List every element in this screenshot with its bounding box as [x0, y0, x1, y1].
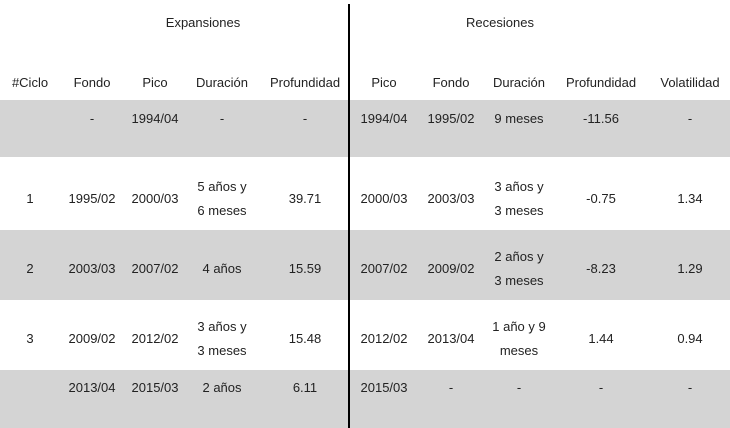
cell: 2003/03	[427, 191, 475, 206]
cell: 2003/03	[68, 261, 116, 276]
cell: 9 meses	[494, 111, 544, 126]
cell: 2012/02	[131, 331, 179, 346]
cell: 2 años	[202, 380, 242, 395]
cell: -	[516, 380, 522, 395]
column-header: Fondo	[432, 75, 470, 90]
cell: 2000/03	[131, 191, 179, 206]
cell-line: 6 meses	[197, 203, 247, 218]
cell: -	[219, 111, 225, 126]
cell: 15.48	[288, 331, 322, 346]
cell: 2007/02	[360, 261, 408, 276]
column-header: Fondo	[73, 75, 111, 90]
row-band	[0, 370, 730, 428]
column-header: Duración	[492, 75, 546, 90]
cell-line: meses	[499, 343, 539, 358]
cell: -	[687, 111, 693, 126]
cell: 2	[26, 261, 34, 276]
cell: 2007/02	[131, 261, 179, 276]
cell: -8.23	[586, 261, 616, 276]
cell-line: 3 años y	[494, 179, 544, 194]
cell: 1994/04	[131, 111, 179, 126]
cell: 2015/03	[131, 380, 179, 395]
cell-line: 3 años y	[197, 319, 247, 334]
group-divider	[348, 4, 350, 428]
cell: 3	[26, 331, 34, 346]
cell: -	[89, 111, 95, 126]
cell: 1995/02	[427, 111, 475, 126]
column-header: Profundidad	[565, 75, 637, 90]
cell-line: 5 años y	[197, 179, 247, 194]
cell: -0.75	[586, 191, 616, 206]
cell: 15.59	[288, 261, 322, 276]
column-header: Pico	[371, 75, 397, 90]
cell: -	[302, 111, 308, 126]
cell-line: 1 año y 9	[492, 319, 546, 334]
cell: 1.44	[588, 331, 614, 346]
cell: 1994/04	[360, 111, 408, 126]
cell-line: 3 meses	[494, 203, 544, 218]
cell: -11.56	[583, 111, 619, 126]
cell: -	[598, 380, 604, 395]
cell: 2009/02	[68, 331, 116, 346]
cell: 4 años	[202, 261, 242, 276]
column-header: Volatilidad	[660, 75, 720, 90]
cell: -	[448, 380, 454, 395]
cell: 2000/03	[360, 191, 408, 206]
cell-line: 2 años y	[494, 249, 544, 264]
cell: 2013/04	[68, 380, 116, 395]
column-header: #Ciclo	[11, 75, 49, 90]
cell: 39.71	[288, 191, 322, 206]
cell: -	[687, 380, 693, 395]
cell: 1.34	[677, 191, 703, 206]
row-band	[0, 100, 730, 157]
cell: 2009/02	[427, 261, 475, 276]
group-header: Expansiones	[165, 15, 241, 30]
cell: 2015/03	[360, 380, 408, 395]
cell: 1	[26, 191, 34, 206]
cell-line: 3 meses	[494, 273, 544, 288]
cell: 1995/02	[68, 191, 116, 206]
cell: 2012/02	[360, 331, 408, 346]
row-band	[0, 230, 730, 300]
column-header: Pico	[142, 75, 168, 90]
cell: 2013/04	[427, 331, 475, 346]
column-header: Profundidad	[269, 75, 341, 90]
column-header: Duración	[195, 75, 249, 90]
group-header: Recesiones	[466, 15, 534, 30]
cell: 1.29	[677, 261, 703, 276]
cell: 0.94	[677, 331, 703, 346]
cell-line: 3 meses	[197, 343, 247, 358]
cell: 6.11	[292, 380, 318, 395]
